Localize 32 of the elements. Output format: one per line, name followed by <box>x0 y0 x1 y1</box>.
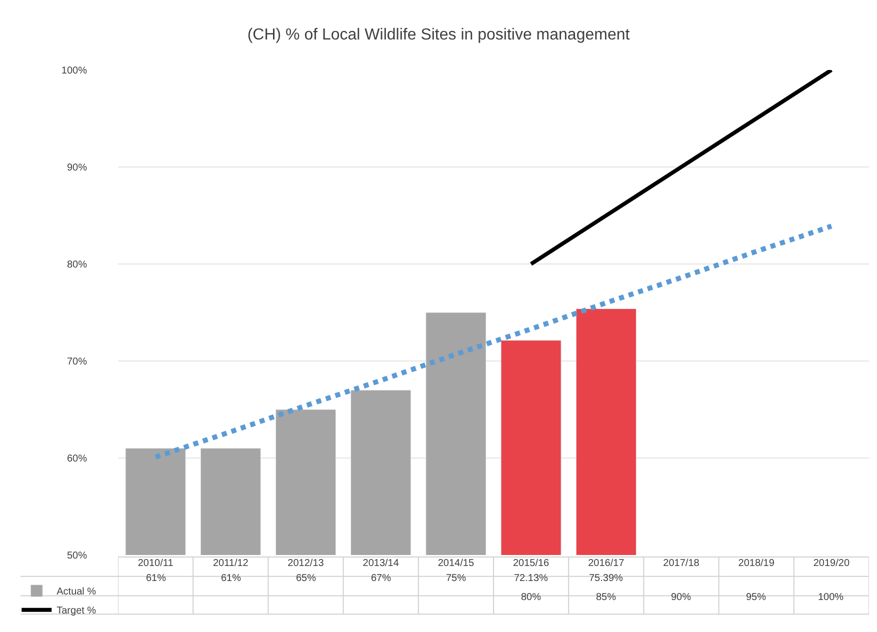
data-label: 90% <box>671 592 692 603</box>
data-label: 75% <box>446 573 466 584</box>
data-label: 85% <box>596 592 616 603</box>
x-tick-label: 2019/20 <box>813 558 850 569</box>
x-tick-label: 2010/11 <box>138 558 174 569</box>
data-label: 95% <box>746 592 766 603</box>
x-tick-label: 2017/18 <box>663 558 700 569</box>
x-tick-label: 2014/15 <box>438 558 474 569</box>
y-tick-label: 100% <box>61 66 88 76</box>
data-label: 80% <box>521 592 542 603</box>
x-tick-label: 2015/16 <box>512 558 550 569</box>
data-label: 67% <box>371 573 392 584</box>
x-tick-label: 2011/12 <box>212 558 249 569</box>
data-label: 61% <box>146 573 166 584</box>
x-tick-label: 2013/14 <box>362 558 400 569</box>
y-tick-label: 50% <box>66 550 88 562</box>
data-label: 61% <box>221 573 242 584</box>
y-tick-label: 90% <box>66 162 88 174</box>
y-tick-label: 60% <box>66 454 88 464</box>
legend-label: Actual % <box>56 586 96 598</box>
chart-title: (CH) % of Local Wildlife Sites in positive management <box>247 26 630 44</box>
y-tick-label: 80% <box>66 260 88 270</box>
y-tick-label: 70% <box>66 356 88 368</box>
line-series <box>529 70 834 266</box>
x-tick-label: 2018/19 <box>738 558 775 569</box>
data-label: 65% <box>296 573 316 584</box>
x-tick-label: 2016/17 <box>588 558 625 569</box>
x-tick-label: 2012/13 <box>288 558 324 569</box>
data-label: 100% <box>818 592 844 603</box>
data-label: 72.13% <box>514 573 548 584</box>
data-label: 75.39% <box>589 573 624 584</box>
legend-label: Target % <box>56 606 96 617</box>
